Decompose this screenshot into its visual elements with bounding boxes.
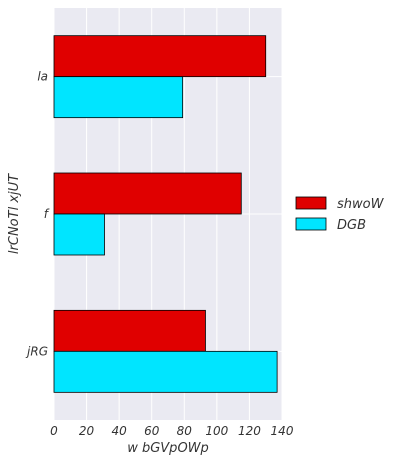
y-tick-label: f (44, 207, 50, 221)
bar-shwoW-jRG (53, 309, 206, 352)
legend-label-DGB: DGB (337, 218, 366, 233)
legend: shwoW DGB (295, 196, 385, 233)
x-tick-label: 140 (271, 424, 294, 438)
y-axis-label: lrCNoTl xjUT (7, 173, 22, 254)
legend-swatch-DGB (295, 217, 327, 231)
bar-DGB-jRG (53, 350, 278, 393)
x-tick-label: 20 (79, 424, 95, 438)
x-tick-label: 80 (177, 424, 193, 438)
legend-label-shwoW: shwoW (337, 197, 385, 212)
y-tick-label: la (37, 70, 48, 84)
y-tick-label: jRG (25, 344, 48, 358)
x-tick-label: 120 (238, 424, 261, 438)
bar-DGB-la (53, 76, 184, 119)
bar-DGB-f (53, 213, 105, 256)
x-tick-label: 40 (112, 424, 128, 438)
legend-swatch-shwoW (295, 196, 327, 210)
x-tick-label: 0 (50, 424, 58, 438)
bar-shwoW-f (53, 172, 242, 215)
x-axis-ticks: 0 20 40 60 80 100 120 140 (50, 424, 294, 438)
bars (53, 35, 278, 393)
x-axis-label: w bGVpOWp (127, 441, 209, 456)
x-tick-label: 100 (205, 424, 228, 438)
y-axis-ticks: jRG f la (25, 70, 50, 359)
x-tick-label: 60 (144, 424, 160, 438)
bar-shwoW-la (53, 35, 267, 78)
